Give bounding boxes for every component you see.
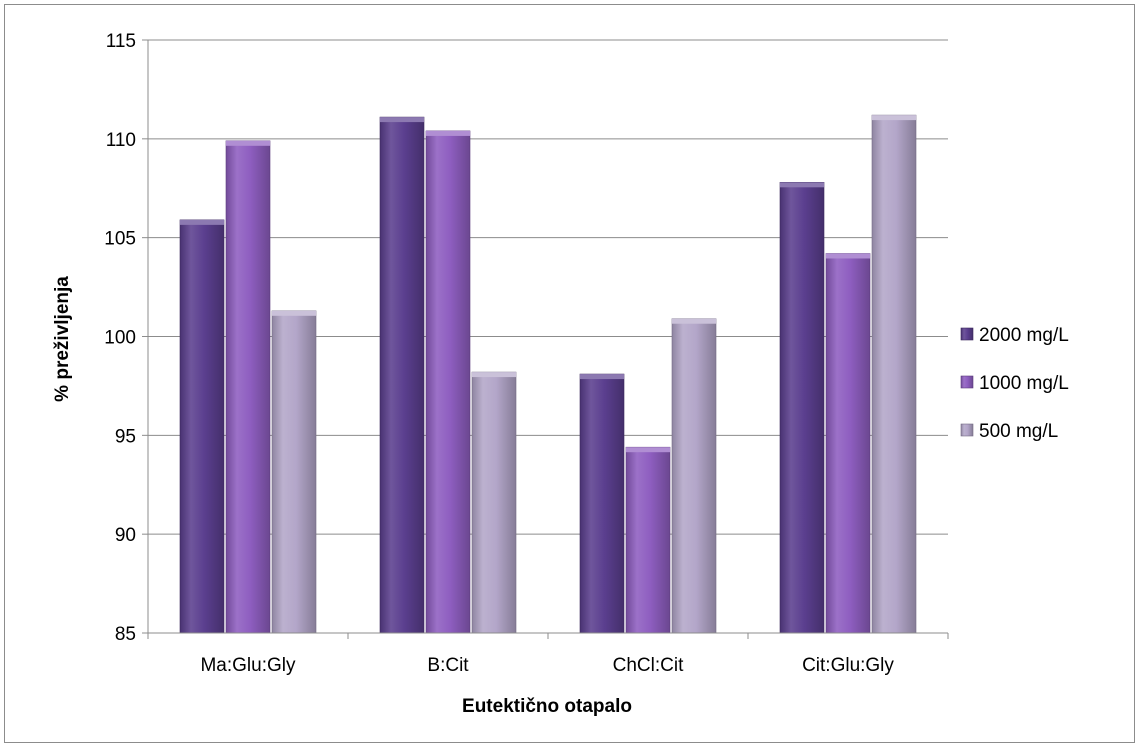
legend-label: 500 mg/L bbox=[979, 421, 1058, 442]
y-tick-label: 105 bbox=[104, 229, 136, 250]
y-tick-label: 115 bbox=[106, 31, 136, 52]
bar bbox=[825, 253, 871, 634]
legend-swatch bbox=[960, 327, 974, 341]
x-axis-title: Eutektično otapalo bbox=[462, 696, 632, 717]
y-tick-label: 100 bbox=[104, 328, 136, 349]
bar-cap bbox=[426, 130, 470, 136]
bar-cap bbox=[380, 117, 424, 123]
bar bbox=[671, 318, 717, 634]
bar-cap bbox=[180, 219, 224, 225]
bar bbox=[225, 140, 271, 634]
bar-cap bbox=[872, 115, 916, 121]
bar bbox=[625, 446, 671, 634]
y-axis-title: % preživljenja bbox=[52, 276, 73, 402]
bar-cap bbox=[672, 318, 716, 324]
y-tick-label: 85 bbox=[115, 624, 136, 645]
bar-cap bbox=[826, 253, 870, 259]
legend-label: 2000 mg/L bbox=[979, 325, 1069, 346]
bar-cap bbox=[626, 447, 670, 453]
bar-cap bbox=[472, 372, 516, 378]
bar-cap bbox=[580, 374, 624, 380]
bar bbox=[179, 219, 225, 634]
bar-cap bbox=[226, 140, 270, 146]
y-tick-label: 110 bbox=[106, 130, 136, 151]
bar bbox=[779, 182, 825, 634]
bar bbox=[471, 371, 517, 634]
x-tick-label: Cit:Glu:Gly bbox=[802, 655, 894, 676]
bar-cap bbox=[272, 310, 316, 316]
bar bbox=[271, 310, 317, 634]
bar-cap bbox=[780, 182, 824, 188]
legend-label: 1000 mg/L bbox=[979, 373, 1069, 394]
legend-swatch bbox=[960, 423, 974, 437]
y-tick-label: 95 bbox=[115, 426, 136, 447]
x-tick-label: ChCl:Cit bbox=[613, 655, 684, 676]
x-tick-label: Ma:Glu:Gly bbox=[200, 655, 296, 676]
axes: 85 90 95 100 105 110 115 Ma:Glu:Gly B:Cit ChCl:Ci… bbox=[104, 31, 949, 676]
legend-swatch bbox=[960, 375, 974, 389]
bar bbox=[579, 373, 625, 634]
legend: 2000 mg/L 1000 mg/L 500 mg/L bbox=[960, 325, 1069, 442]
bar bbox=[871, 114, 917, 634]
bar bbox=[379, 116, 425, 634]
bars bbox=[179, 114, 917, 634]
bar bbox=[425, 130, 471, 634]
y-tick-label: 90 bbox=[115, 525, 136, 546]
x-tick-label: B:Cit bbox=[427, 655, 469, 676]
